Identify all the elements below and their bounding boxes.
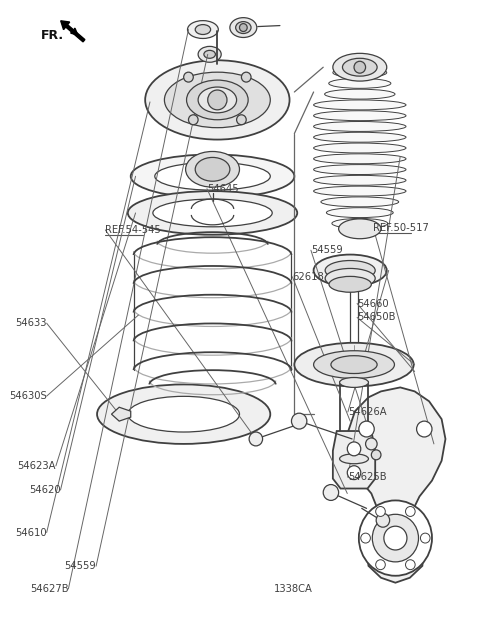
Ellipse shape (406, 560, 415, 570)
Ellipse shape (354, 61, 366, 73)
Ellipse shape (189, 115, 198, 125)
Text: 62618: 62618 (292, 272, 324, 282)
Ellipse shape (324, 89, 395, 99)
Ellipse shape (128, 191, 297, 235)
Ellipse shape (313, 100, 406, 110)
Text: 54627B: 54627B (30, 584, 68, 594)
Ellipse shape (372, 515, 419, 562)
Ellipse shape (348, 442, 361, 456)
Ellipse shape (153, 199, 272, 227)
Ellipse shape (338, 219, 381, 239)
Ellipse shape (313, 351, 395, 378)
Ellipse shape (313, 186, 406, 196)
Text: REF.54-545: REF.54-545 (105, 225, 161, 235)
Ellipse shape (359, 500, 432, 576)
Ellipse shape (204, 51, 216, 58)
Ellipse shape (313, 164, 406, 175)
Ellipse shape (128, 396, 240, 432)
Ellipse shape (198, 87, 237, 113)
Ellipse shape (342, 58, 377, 76)
Polygon shape (111, 407, 131, 421)
Text: 54660: 54660 (357, 298, 389, 308)
Ellipse shape (241, 72, 251, 82)
Ellipse shape (321, 197, 399, 207)
Ellipse shape (376, 560, 385, 570)
Ellipse shape (97, 385, 270, 444)
Text: 54626A: 54626A (348, 407, 386, 417)
Ellipse shape (333, 68, 387, 77)
Ellipse shape (313, 255, 387, 286)
Ellipse shape (329, 276, 372, 292)
Polygon shape (348, 387, 445, 582)
Ellipse shape (195, 157, 230, 181)
Ellipse shape (326, 208, 393, 218)
Ellipse shape (366, 438, 377, 450)
Ellipse shape (249, 432, 263, 446)
Ellipse shape (291, 413, 307, 429)
Ellipse shape (313, 154, 406, 164)
Ellipse shape (230, 18, 257, 38)
Ellipse shape (332, 218, 388, 228)
Text: 54610: 54610 (15, 527, 47, 538)
Ellipse shape (294, 343, 414, 387)
Ellipse shape (333, 53, 387, 81)
Text: 1338CA: 1338CA (274, 584, 313, 594)
Ellipse shape (313, 132, 406, 142)
Text: FR.: FR. (41, 29, 64, 42)
Text: 54623A: 54623A (17, 461, 56, 471)
Ellipse shape (361, 533, 371, 543)
Ellipse shape (348, 466, 361, 479)
Text: 54559: 54559 (311, 245, 343, 255)
FancyArrow shape (60, 20, 85, 42)
Ellipse shape (331, 356, 377, 374)
Ellipse shape (198, 46, 221, 62)
Ellipse shape (406, 506, 415, 516)
Text: 54559: 54559 (64, 561, 96, 571)
Text: 54625B: 54625B (348, 472, 386, 483)
Ellipse shape (372, 450, 381, 460)
Ellipse shape (384, 526, 407, 550)
Ellipse shape (208, 90, 227, 110)
Ellipse shape (323, 484, 338, 500)
Text: 54620: 54620 (29, 485, 60, 495)
Ellipse shape (325, 260, 375, 280)
Ellipse shape (236, 22, 251, 33)
Ellipse shape (237, 115, 246, 125)
Ellipse shape (313, 175, 406, 185)
Ellipse shape (376, 513, 390, 527)
Ellipse shape (155, 163, 270, 190)
Polygon shape (333, 431, 375, 488)
Ellipse shape (145, 60, 289, 140)
Text: REF.50-517: REF.50-517 (373, 223, 429, 233)
Ellipse shape (339, 378, 369, 387)
Ellipse shape (417, 421, 432, 437)
Ellipse shape (329, 79, 391, 88)
Ellipse shape (376, 506, 385, 516)
Ellipse shape (313, 143, 406, 153)
Ellipse shape (339, 454, 369, 464)
Ellipse shape (184, 72, 193, 82)
Ellipse shape (313, 122, 406, 131)
Text: 54630S: 54630S (9, 391, 47, 401)
Text: 54650B: 54650B (357, 312, 396, 323)
Ellipse shape (313, 111, 406, 121)
Text: 54633: 54633 (15, 318, 47, 328)
Ellipse shape (187, 80, 248, 120)
Ellipse shape (165, 72, 270, 128)
Ellipse shape (186, 152, 240, 187)
Ellipse shape (131, 154, 294, 198)
Ellipse shape (240, 24, 247, 31)
Ellipse shape (325, 268, 375, 288)
Ellipse shape (359, 421, 374, 437)
Ellipse shape (188, 20, 218, 38)
Text: 54645: 54645 (207, 184, 239, 194)
Ellipse shape (420, 533, 430, 543)
Ellipse shape (195, 24, 211, 35)
